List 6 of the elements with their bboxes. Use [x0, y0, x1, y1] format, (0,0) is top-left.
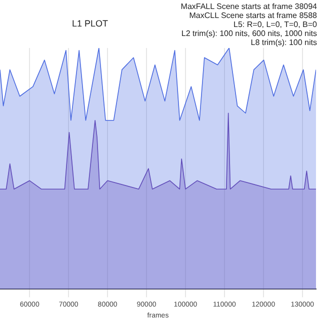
text: L5: R=0, L=0, T=0, B=0	[234, 20, 318, 30]
text: MaxCLL Scene starts at frame 8588	[189, 11, 318, 20]
text: L2 trim(s): 100 nits, 600 nits, 1000 nits	[181, 29, 317, 38]
text: L8 trim(s): 100 nits	[250, 38, 317, 48]
chart-title: L1 PLOT	[72, 18, 109, 28]
text: MaxFALL Scene starts at frame 38094	[180, 2, 318, 12]
